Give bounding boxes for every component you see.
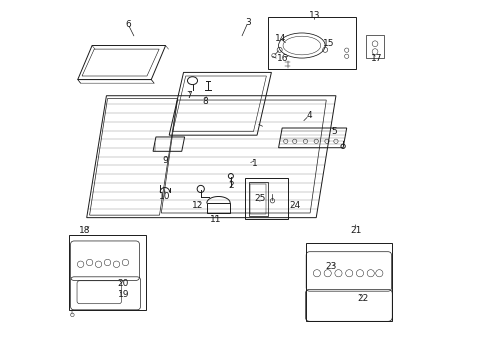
Text: 4: 4 [305,111,311,120]
Text: 18: 18 [79,226,90,235]
Text: 2: 2 [227,181,233,190]
Text: 23: 23 [325,262,336,271]
Bar [244,178,287,220]
Text: 7: 7 [185,91,191,100]
Bar [69,234,145,310]
Text: 11: 11 [210,215,221,224]
Text: 10: 10 [159,192,170,201]
Text: 3: 3 [244,18,250,27]
Bar [305,243,391,320]
Bar [267,17,355,69]
Text: 5: 5 [330,127,336,136]
Text: 16: 16 [277,54,288,63]
Text: 22: 22 [357,294,368,303]
Text: 24: 24 [288,201,300,210]
Text: 6: 6 [125,19,131,28]
Text: 17: 17 [371,54,382,63]
Text: 12: 12 [192,201,203,210]
Text: 13: 13 [308,10,320,19]
Text: 21: 21 [349,226,361,235]
Text: 20: 20 [117,279,129,288]
Text: 19: 19 [117,290,129,299]
Text: 14: 14 [274,34,285,43]
Text: 9: 9 [162,156,167,165]
Text: 1: 1 [252,159,258,168]
Text: 15: 15 [323,39,334,48]
Text: 25: 25 [254,194,265,203]
Text: 8: 8 [202,96,207,105]
